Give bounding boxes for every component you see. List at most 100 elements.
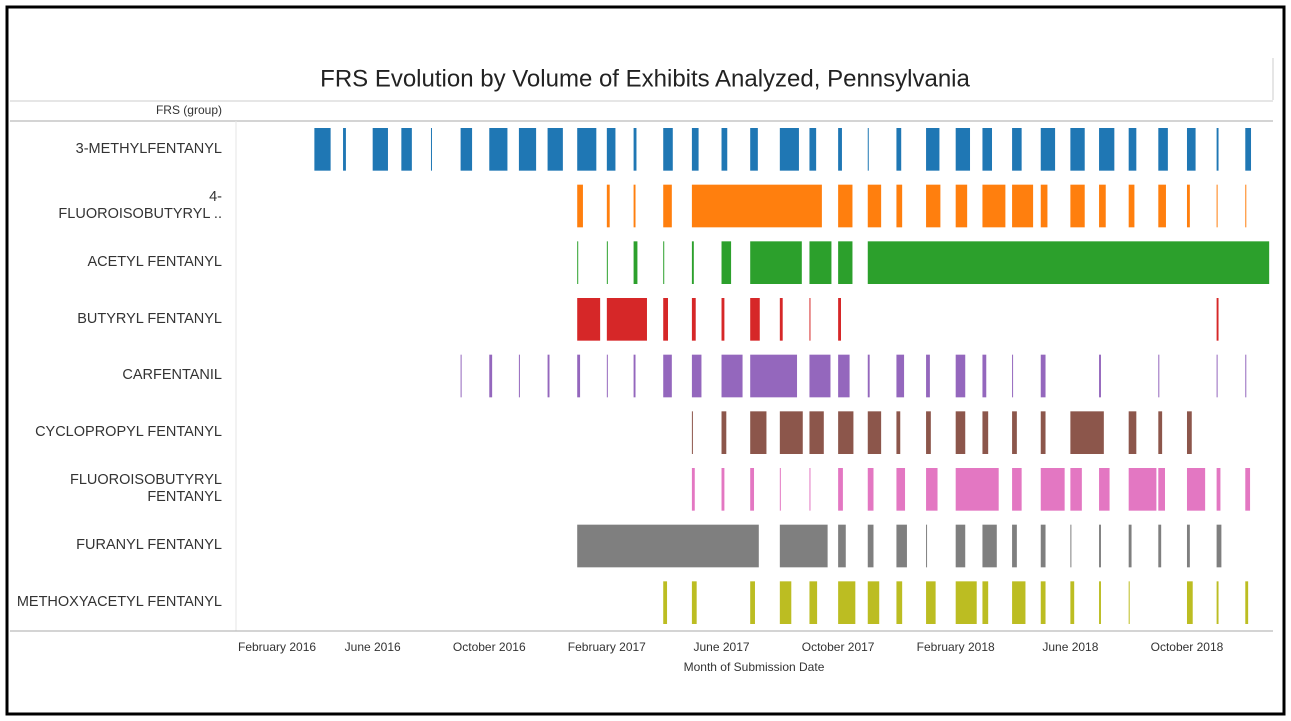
- bar: [1040, 184, 1048, 228]
- bar: [663, 298, 669, 341]
- bar: [955, 581, 977, 624]
- bar: [401, 128, 412, 171]
- bar: [606, 184, 610, 228]
- bar: [1040, 524, 1046, 568]
- bar: [896, 128, 902, 171]
- bar: [663, 184, 672, 228]
- bar: [1012, 354, 1014, 398]
- bar: [926, 468, 938, 511]
- bar: [721, 468, 725, 511]
- bar: [1186, 184, 1190, 228]
- bar: [1099, 128, 1115, 171]
- bar: [809, 581, 818, 624]
- bar: [867, 128, 869, 171]
- bar: [1216, 581, 1219, 624]
- bar: [577, 128, 597, 171]
- bar: [489, 128, 508, 171]
- bar: [721, 411, 727, 454]
- bar: [663, 241, 665, 284]
- bar: [896, 354, 905, 398]
- bar: [838, 128, 842, 171]
- bar: [1216, 524, 1222, 568]
- row-label: 4- FLUOROISOBUTYRYL ..: [58, 188, 222, 222]
- bar: [1040, 581, 1046, 624]
- bar: [926, 184, 941, 228]
- bar: [779, 128, 799, 171]
- bar: [750, 241, 802, 284]
- bar: [633, 184, 636, 228]
- bar: [1128, 128, 1137, 171]
- bar: [343, 128, 346, 171]
- bar: [1070, 184, 1085, 228]
- bar: [1216, 354, 1218, 398]
- bar: [982, 184, 1006, 228]
- row-label: CARFENTANIL: [122, 367, 222, 384]
- bar: [1040, 411, 1046, 454]
- bar: [867, 184, 882, 228]
- bar: [721, 128, 728, 171]
- bar: [1070, 524, 1072, 568]
- bar: [1186, 581, 1193, 624]
- bar: [1186, 128, 1196, 171]
- bar: [955, 468, 999, 511]
- bar: [547, 354, 550, 398]
- bar: [633, 241, 638, 284]
- bar: [867, 411, 882, 454]
- bar: [1012, 411, 1017, 454]
- x-tick-label: October 2016: [453, 640, 526, 654]
- bar: [955, 128, 971, 171]
- bar: [1012, 128, 1022, 171]
- bar: [1245, 468, 1251, 511]
- bar: [809, 241, 832, 284]
- bar: [1158, 128, 1168, 171]
- bar: [518, 128, 537, 171]
- bar: [372, 128, 388, 171]
- bar: [867, 354, 870, 398]
- bar: [1128, 581, 1130, 624]
- bar: [926, 411, 931, 454]
- x-tick-label: February 2017: [568, 640, 646, 654]
- bar: [896, 581, 903, 624]
- bar: [721, 298, 725, 341]
- x-tick-label: June 2016: [345, 640, 401, 654]
- bar: [1216, 128, 1219, 171]
- bar: [750, 298, 760, 341]
- bar: [606, 128, 616, 171]
- bar: [721, 354, 743, 398]
- bar: [838, 298, 841, 341]
- bar: [1040, 468, 1065, 511]
- bar: [518, 354, 520, 398]
- frame: [5, 5, 1286, 716]
- bar: [779, 411, 803, 454]
- bar: [577, 241, 579, 284]
- bar: [721, 241, 732, 284]
- bar: [982, 354, 987, 398]
- chart-title: FRS Evolution by Volume of Exhibits Anal…: [320, 65, 970, 92]
- bar: [982, 581, 989, 624]
- bar: [606, 298, 647, 341]
- bar: [809, 354, 831, 398]
- bar: [896, 184, 903, 228]
- bar: [547, 128, 563, 171]
- bar: [867, 241, 1270, 284]
- bar: [779, 581, 792, 624]
- bar: [955, 524, 966, 568]
- bar: [838, 524, 846, 568]
- bar: [1070, 581, 1075, 624]
- bar: [691, 581, 697, 624]
- bar: [750, 581, 755, 624]
- bar: [489, 354, 493, 398]
- row-label: ACETYL FENTANYL: [87, 254, 222, 271]
- bar: [577, 184, 583, 228]
- bar: [460, 354, 462, 398]
- row-label: CYCLOPROPYL FENTANYL: [35, 424, 222, 441]
- bar: [606, 354, 608, 398]
- bar: [750, 128, 758, 171]
- bar: [955, 184, 968, 228]
- bar: [1186, 468, 1206, 511]
- bar: [663, 354, 672, 398]
- bar: [691, 298, 696, 341]
- bar: [1186, 411, 1192, 454]
- row-label: BUTYRYL FENTANYL: [77, 310, 222, 327]
